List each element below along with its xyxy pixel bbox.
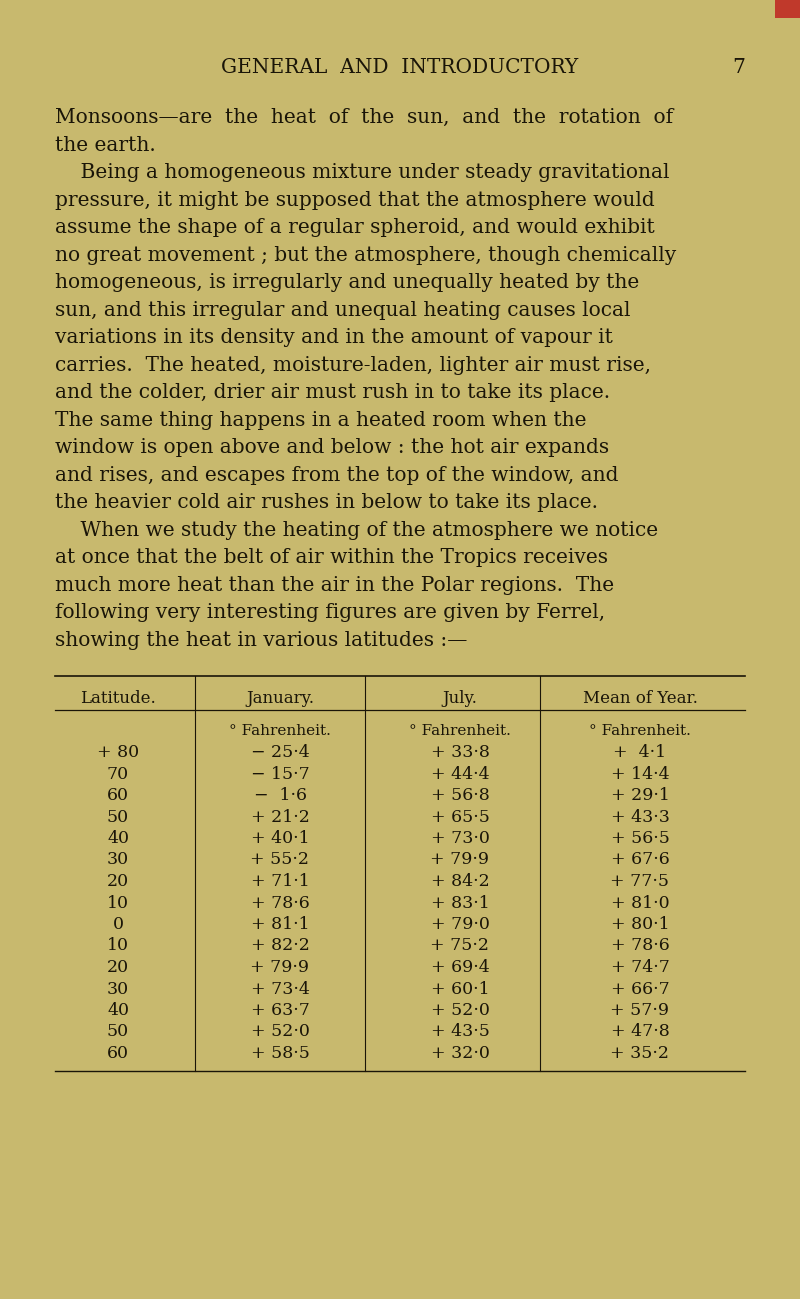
Text: 10: 10 — [107, 938, 129, 955]
Text: + 40·1: + 40·1 — [250, 830, 310, 847]
Text: + 80·1: + 80·1 — [610, 916, 670, 933]
Text: + 35·2: + 35·2 — [610, 1044, 670, 1063]
Text: + 56·8: + 56·8 — [430, 787, 490, 804]
Text: + 79·9: + 79·9 — [250, 959, 310, 976]
Text: + 58·5: + 58·5 — [250, 1044, 310, 1063]
Text: +  4·1: + 4·1 — [614, 744, 666, 761]
Text: assume the shape of a regular spheroid, and would exhibit: assume the shape of a regular spheroid, … — [55, 218, 654, 236]
Text: 40: 40 — [107, 1002, 129, 1018]
Text: + 75·2: + 75·2 — [430, 938, 490, 955]
Text: the earth.: the earth. — [55, 135, 156, 155]
Text: When we study the heating of the atmosphere we notice: When we study the heating of the atmosph… — [55, 521, 658, 539]
Text: + 83·1: + 83·1 — [430, 895, 490, 912]
Text: 50: 50 — [107, 1024, 129, 1040]
Text: + 82·2: + 82·2 — [250, 938, 310, 955]
Text: no great movement ; but the atmosphere, though chemically: no great movement ; but the atmosphere, … — [55, 246, 676, 265]
Text: Latitude.: Latitude. — [80, 690, 156, 707]
Text: showing the heat in various latitudes :—: showing the heat in various latitudes :— — [55, 630, 467, 650]
Text: + 57·9: + 57·9 — [610, 1002, 670, 1018]
Text: + 43·5: + 43·5 — [430, 1024, 490, 1040]
Text: + 77·5: + 77·5 — [610, 873, 670, 890]
Text: + 67·6: + 67·6 — [610, 852, 670, 869]
Text: 20: 20 — [107, 873, 129, 890]
Text: variations in its density and in the amount of vapour it: variations in its density and in the amo… — [55, 329, 613, 347]
Text: + 52·0: + 52·0 — [250, 1024, 310, 1040]
Text: 20: 20 — [107, 959, 129, 976]
Text: ° Fahrenheit.: ° Fahrenheit. — [409, 724, 511, 738]
Text: − 25·4: − 25·4 — [250, 744, 310, 761]
Text: + 73·0: + 73·0 — [430, 830, 490, 847]
Bar — [775, 0, 800, 18]
Text: + 78·6: + 78·6 — [610, 938, 670, 955]
Text: + 84·2: + 84·2 — [430, 873, 490, 890]
Text: at once that the belt of air within the Tropics receives: at once that the belt of air within the … — [55, 548, 608, 566]
Text: ° Fahrenheit.: ° Fahrenheit. — [589, 724, 691, 738]
Text: + 33·8: + 33·8 — [430, 744, 490, 761]
Text: + 81·0: + 81·0 — [610, 895, 670, 912]
Text: and the colder, drier air must rush in to take its place.: and the colder, drier air must rush in t… — [55, 383, 610, 401]
Text: pressure, it might be supposed that the atmosphere would: pressure, it might be supposed that the … — [55, 191, 654, 209]
Text: January.: January. — [246, 690, 314, 707]
Text: + 81·1: + 81·1 — [250, 916, 310, 933]
Text: 10: 10 — [107, 895, 129, 912]
Text: 30: 30 — [107, 852, 129, 869]
Text: window is open above and below : the hot air expands: window is open above and below : the hot… — [55, 438, 609, 457]
Text: + 44·4: + 44·4 — [430, 765, 490, 782]
Text: Monsoons—are  the  heat  of  the  sun,  and  the  rotation  of: Monsoons—are the heat of the sun, and th… — [55, 108, 673, 127]
Text: + 73·4: + 73·4 — [250, 981, 310, 998]
Text: 0: 0 — [113, 916, 123, 933]
Text: + 21·2: + 21·2 — [250, 808, 310, 825]
Text: carries.  The heated, moisture-laden, lighter air must rise,: carries. The heated, moisture-laden, lig… — [55, 356, 651, 374]
Text: Being a homogeneous mixture under steady gravitational: Being a homogeneous mixture under steady… — [55, 162, 670, 182]
Text: + 60·1: + 60·1 — [430, 981, 490, 998]
Text: + 14·4: + 14·4 — [610, 765, 670, 782]
Text: + 63·7: + 63·7 — [250, 1002, 310, 1018]
Text: + 32·0: + 32·0 — [430, 1044, 490, 1063]
Text: Mean of Year.: Mean of Year. — [582, 690, 698, 707]
Text: and rises, and escapes from the top of the window, and: and rises, and escapes from the top of t… — [55, 465, 618, 485]
Text: 30: 30 — [107, 981, 129, 998]
Text: ° Fahrenheit.: ° Fahrenheit. — [229, 724, 331, 738]
Text: + 43·3: + 43·3 — [610, 808, 670, 825]
Text: + 65·5: + 65·5 — [430, 808, 490, 825]
Text: The same thing happens in a heated room when the: The same thing happens in a heated room … — [55, 410, 586, 430]
Text: + 56·5: + 56·5 — [610, 830, 670, 847]
Text: + 69·4: + 69·4 — [430, 959, 490, 976]
Text: + 55·2: + 55·2 — [250, 852, 310, 869]
Text: + 79·9: + 79·9 — [430, 852, 490, 869]
Text: + 80: + 80 — [97, 744, 139, 761]
Text: the heavier cold air rushes in below to take its place.: the heavier cold air rushes in below to … — [55, 494, 598, 512]
Text: 70: 70 — [107, 765, 129, 782]
Text: GENERAL  AND  INTRODUCTORY: GENERAL AND INTRODUCTORY — [222, 58, 578, 77]
Text: + 74·7: + 74·7 — [610, 959, 670, 976]
Text: 7: 7 — [732, 58, 745, 77]
Text: − 15·7: − 15·7 — [250, 765, 310, 782]
Text: much more heat than the air in the Polar regions.  The: much more heat than the air in the Polar… — [55, 575, 614, 595]
Text: + 78·6: + 78·6 — [250, 895, 310, 912]
Text: 50: 50 — [107, 808, 129, 825]
Text: + 79·0: + 79·0 — [430, 916, 490, 933]
Text: homogeneous, is irregularly and unequally heated by the: homogeneous, is irregularly and unequall… — [55, 273, 639, 292]
Text: sun, and this irregular and unequal heating causes local: sun, and this irregular and unequal heat… — [55, 300, 630, 320]
Text: −  1·6: − 1·6 — [254, 787, 306, 804]
Text: + 29·1: + 29·1 — [610, 787, 670, 804]
Text: 60: 60 — [107, 787, 129, 804]
Text: + 71·1: + 71·1 — [250, 873, 310, 890]
Text: + 66·7: + 66·7 — [610, 981, 670, 998]
Text: following very interesting figures are given by Ferrel,: following very interesting figures are g… — [55, 603, 605, 622]
Text: July.: July. — [442, 690, 478, 707]
Text: + 52·0: + 52·0 — [430, 1002, 490, 1018]
Text: 60: 60 — [107, 1044, 129, 1063]
Text: 40: 40 — [107, 830, 129, 847]
Text: + 47·8: + 47·8 — [610, 1024, 670, 1040]
